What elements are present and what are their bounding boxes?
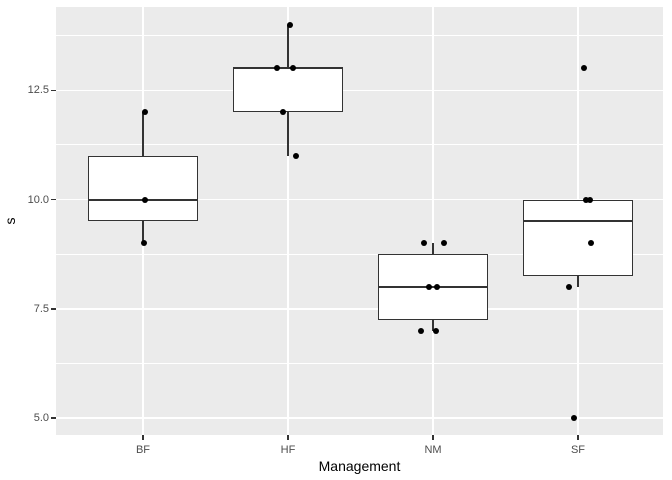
data-point bbox=[441, 240, 447, 247]
data-point bbox=[274, 65, 280, 72]
upper-whisker bbox=[287, 24, 289, 69]
x-tick-mark bbox=[287, 435, 289, 440]
data-point bbox=[418, 327, 424, 334]
box-SF bbox=[523, 199, 633, 276]
box-HF bbox=[233, 68, 343, 113]
median-line-NM bbox=[378, 285, 488, 288]
gridline-major bbox=[56, 308, 663, 310]
gridline-minor bbox=[56, 144, 663, 146]
x-tick-mark bbox=[142, 435, 144, 440]
gridline-minor bbox=[56, 253, 663, 255]
data-point bbox=[280, 109, 286, 116]
data-point bbox=[141, 240, 147, 247]
y-tick-mark bbox=[51, 417, 56, 419]
gridline-major bbox=[56, 417, 663, 419]
box-BF bbox=[88, 155, 198, 222]
data-point bbox=[433, 327, 439, 334]
gridline-minor bbox=[56, 35, 663, 37]
x-tick-mark bbox=[432, 435, 434, 440]
data-point bbox=[426, 283, 432, 290]
gridline-major bbox=[56, 198, 663, 201]
y-tick-label: 5.0 bbox=[33, 412, 49, 424]
data-point bbox=[571, 415, 577, 421]
data-point bbox=[581, 65, 587, 72]
lower-whisker bbox=[142, 221, 144, 244]
upper-whisker bbox=[432, 243, 434, 255]
y-tick-label: 12.5 bbox=[27, 84, 49, 97]
y-tick-mark bbox=[51, 198, 56, 201]
upper-whisker bbox=[142, 112, 144, 156]
y-tick-label: 10.0 bbox=[27, 193, 49, 206]
gridline-major-vertical bbox=[287, 7, 289, 435]
gridline-minor bbox=[56, 362, 663, 364]
x-axis-title: Management bbox=[318, 458, 401, 474]
data-point bbox=[566, 283, 572, 290]
lower-whisker bbox=[577, 275, 579, 287]
data-point bbox=[293, 152, 299, 159]
data-point bbox=[583, 196, 589, 203]
lower-whisker bbox=[432, 319, 434, 331]
x-tick-label: SF bbox=[570, 444, 586, 456]
x-tick-label: BF bbox=[135, 444, 151, 456]
lower-whisker bbox=[287, 112, 289, 156]
y-tick-mark bbox=[51, 308, 56, 310]
gridline-major bbox=[56, 89, 663, 91]
data-point bbox=[587, 196, 593, 203]
x-tick-label: NM bbox=[424, 444, 442, 456]
median-line-HF bbox=[233, 67, 343, 70]
y-tick-label: 7.5 bbox=[33, 302, 49, 315]
x-tick-label: HF bbox=[280, 444, 296, 456]
data-point bbox=[142, 109, 148, 116]
x-tick-mark bbox=[577, 435, 579, 440]
data-point bbox=[421, 240, 427, 247]
median-line-SF bbox=[523, 220, 633, 223]
data-point bbox=[287, 21, 293, 28]
data-point bbox=[588, 240, 594, 247]
data-point bbox=[434, 283, 440, 290]
y-axis-title: s bbox=[2, 217, 18, 225]
data-point bbox=[290, 65, 296, 72]
data-point bbox=[142, 196, 148, 203]
y-tick-mark bbox=[51, 89, 56, 91]
gridline-major-vertical bbox=[432, 7, 434, 435]
